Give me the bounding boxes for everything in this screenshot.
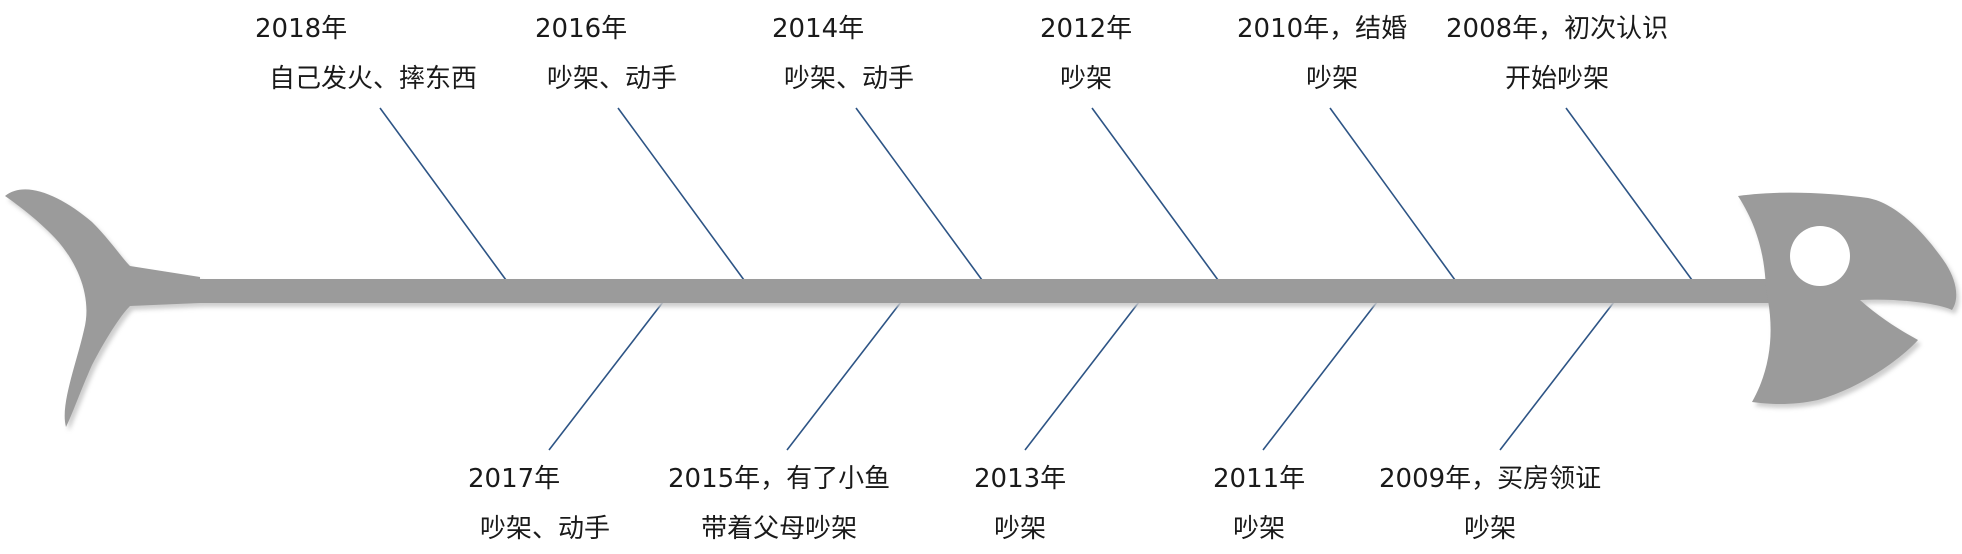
event-description: 带着父母吵架 — [701, 514, 858, 544]
rib-2012 — [1091, 107, 1219, 281]
event-label-2017: 2017年 吵架、动手 — [468, 462, 610, 546]
event-description: 吵架 — [1233, 514, 1286, 544]
event-label-2008: 2008年，初次认识 开始吵架 — [1446, 12, 1668, 96]
event-year: 2017年 — [468, 464, 561, 494]
bottom-ribs — [548, 301, 1615, 451]
event-label-2012: 2012年 吵架 — [1040, 12, 1132, 96]
event-year: 2018年 — [255, 14, 348, 44]
event-year: 2014年 — [772, 14, 865, 44]
rib-2018 — [379, 107, 507, 281]
event-year: 2013年 — [974, 464, 1067, 494]
event-label-2016: 2016年 吵架、动手 — [535, 12, 677, 96]
rib-2016 — [617, 107, 745, 281]
rib-2011 — [1262, 301, 1378, 451]
event-label-2015: 2015年，有了小鱼 带着父母吵架 — [668, 462, 890, 546]
event-year: 2010年，结婚 — [1237, 14, 1408, 44]
event-label-2013: 2013年 吵架 — [974, 462, 1066, 546]
rib-2014 — [855, 107, 983, 281]
event-description: 吵架 — [994, 514, 1047, 544]
event-description: 自己发火、摔东西 — [269, 64, 478, 94]
fish-spine — [180, 279, 1780, 303]
event-label-2011: 2011年 吵架 — [1213, 462, 1305, 546]
event-description: 吵架、动手 — [547, 64, 678, 94]
event-label-2009: 2009年，买房领证 吵架 — [1379, 462, 1601, 546]
top-ribs — [379, 107, 1693, 281]
event-year: 2008年，初次认识 — [1446, 14, 1669, 44]
event-year: 2012年 — [1040, 14, 1133, 44]
event-description: 吵架 — [1060, 64, 1113, 94]
event-description: 吵架 — [1464, 514, 1517, 544]
fish-eye — [1790, 226, 1850, 286]
event-description: 开始吵架 — [1505, 64, 1610, 94]
event-label-2014: 2014年 吵架、动手 — [772, 12, 914, 96]
event-year: 2016年 — [535, 14, 628, 44]
fish-head — [1738, 192, 1957, 404]
event-year: 2009年，买房领证 — [1379, 464, 1602, 494]
event-year: 2011年 — [1213, 464, 1306, 494]
event-description: 吵架 — [1306, 64, 1359, 94]
event-description: 吵架、动手 — [784, 64, 915, 94]
rib-2010 — [1329, 107, 1456, 281]
event-description: 吵架、动手 — [480, 514, 611, 544]
rib-2017 — [548, 301, 664, 451]
rib-2015 — [786, 301, 902, 451]
rib-2008 — [1565, 107, 1693, 281]
event-year: 2015年，有了小鱼 — [668, 464, 891, 494]
fish-tail — [5, 189, 200, 427]
rib-2013 — [1024, 301, 1140, 451]
event-label-2018: 2018年 自己发火、摔东西 — [255, 12, 477, 96]
rib-2009 — [1499, 301, 1615, 451]
event-label-2010: 2010年，结婚 吵架 — [1237, 12, 1407, 96]
